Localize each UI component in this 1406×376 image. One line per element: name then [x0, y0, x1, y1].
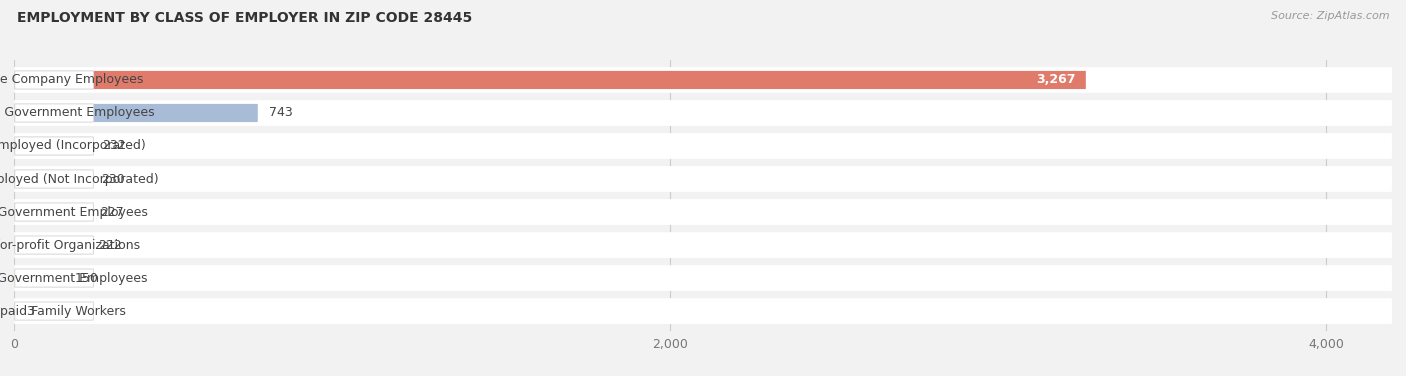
FancyBboxPatch shape	[14, 236, 87, 254]
FancyBboxPatch shape	[14, 269, 93, 287]
Text: Not-for-profit Organizations: Not-for-profit Organizations	[0, 238, 139, 252]
FancyBboxPatch shape	[14, 67, 1392, 93]
Text: EMPLOYMENT BY CLASS OF EMPLOYER IN ZIP CODE 28445: EMPLOYMENT BY CLASS OF EMPLOYER IN ZIP C…	[17, 11, 472, 25]
Text: Self-Employed (Incorporated): Self-Employed (Incorporated)	[0, 139, 146, 153]
Text: Local Government Employees: Local Government Employees	[0, 206, 148, 218]
FancyBboxPatch shape	[14, 199, 1392, 225]
Text: Federal Government Employees: Federal Government Employees	[0, 106, 155, 120]
FancyBboxPatch shape	[14, 104, 93, 122]
Text: 227: 227	[100, 206, 124, 218]
FancyBboxPatch shape	[14, 137, 93, 155]
FancyBboxPatch shape	[14, 133, 1392, 159]
Text: 3: 3	[27, 305, 34, 318]
FancyBboxPatch shape	[14, 265, 1392, 291]
FancyBboxPatch shape	[14, 232, 1392, 258]
Text: Private Company Employees: Private Company Employees	[0, 73, 143, 86]
FancyBboxPatch shape	[14, 302, 93, 320]
Text: Unpaid Family Workers: Unpaid Family Workers	[0, 305, 125, 318]
FancyBboxPatch shape	[14, 236, 93, 254]
Text: 3,267: 3,267	[1036, 73, 1076, 86]
Text: 222: 222	[98, 238, 122, 252]
Text: Source: ZipAtlas.com: Source: ZipAtlas.com	[1271, 11, 1389, 21]
FancyBboxPatch shape	[14, 100, 1392, 126]
FancyBboxPatch shape	[14, 203, 89, 221]
FancyBboxPatch shape	[14, 269, 63, 287]
FancyBboxPatch shape	[14, 71, 93, 89]
FancyBboxPatch shape	[14, 137, 90, 155]
Text: 232: 232	[101, 139, 125, 153]
Text: 150: 150	[75, 271, 98, 285]
FancyBboxPatch shape	[14, 170, 93, 188]
FancyBboxPatch shape	[14, 71, 1085, 89]
Text: State Government Employees: State Government Employees	[0, 271, 148, 285]
FancyBboxPatch shape	[14, 170, 90, 188]
FancyBboxPatch shape	[14, 104, 257, 122]
Text: 230: 230	[101, 173, 125, 185]
Text: Self-Employed (Not Incorporated): Self-Employed (Not Incorporated)	[0, 173, 159, 185]
FancyBboxPatch shape	[14, 203, 93, 221]
Text: 743: 743	[270, 106, 292, 120]
FancyBboxPatch shape	[14, 166, 1392, 192]
FancyBboxPatch shape	[14, 298, 1392, 324]
